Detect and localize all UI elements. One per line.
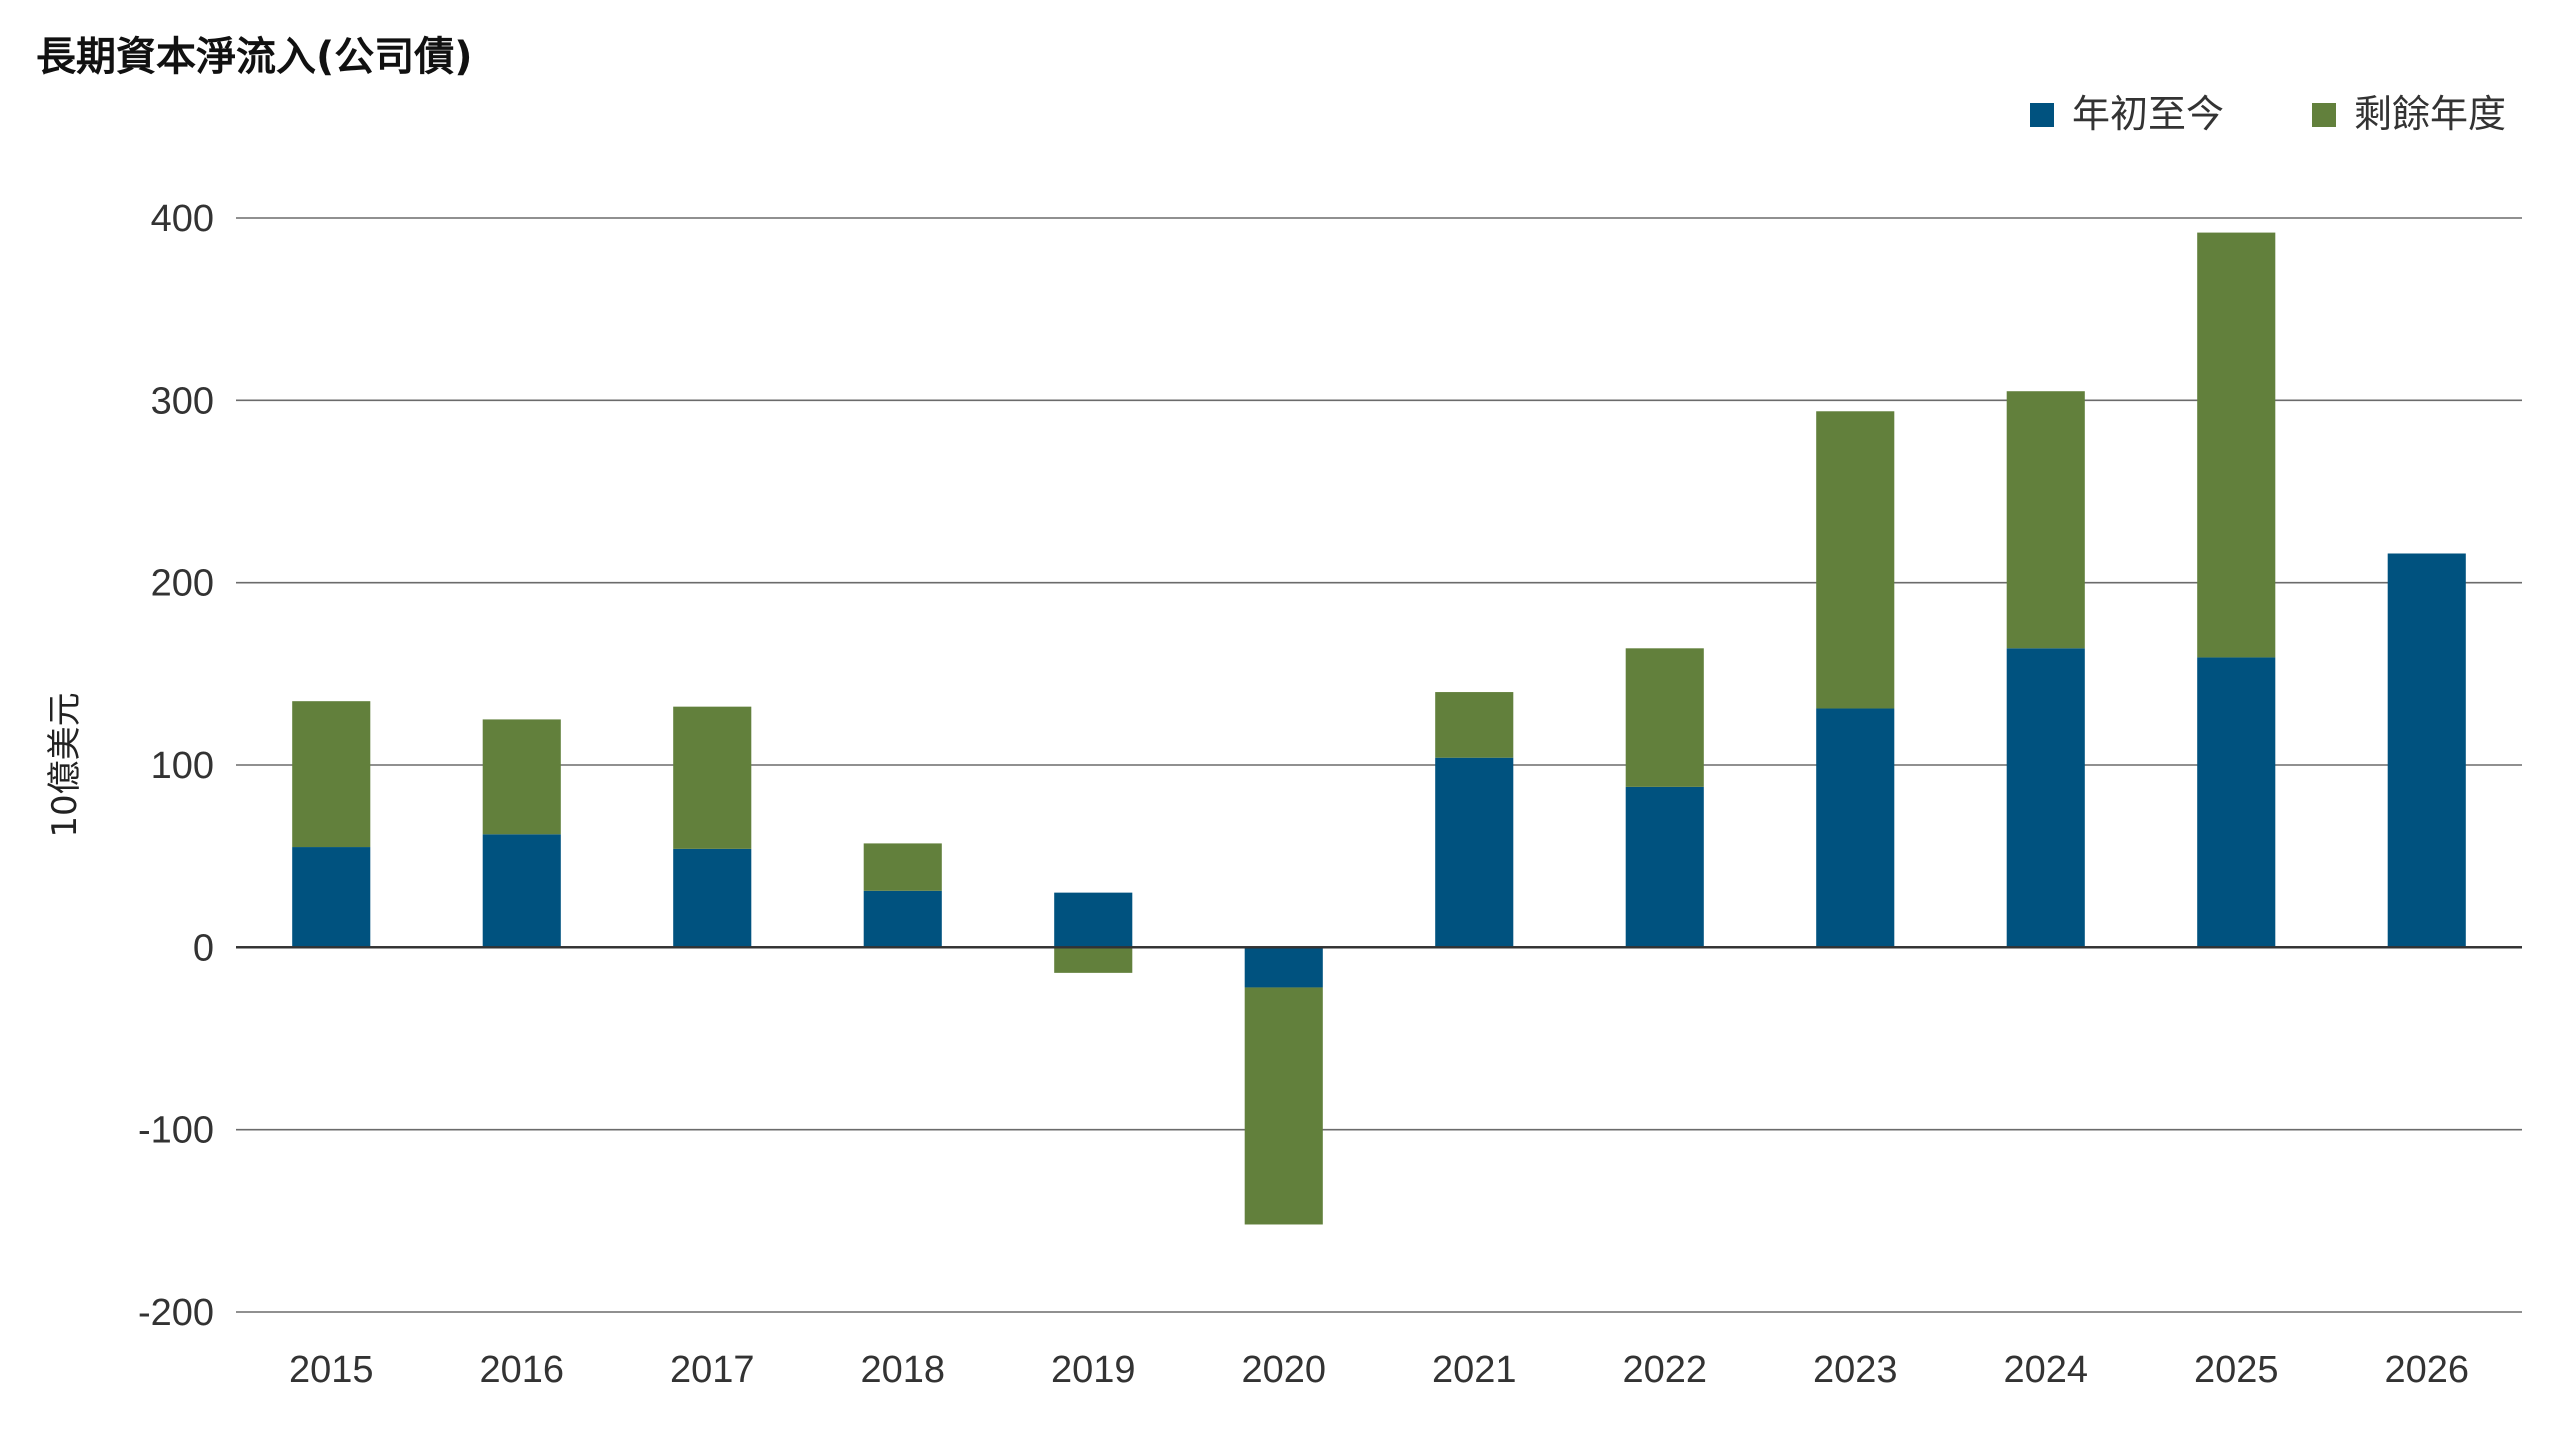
legend-swatch-series-2 — [2312, 103, 2336, 127]
x-tick-label: 2023 — [1813, 1349, 1898, 1391]
legend-label-series-2: 剩餘年度 — [2354, 92, 2506, 136]
x-tick-label: 2022 — [1622, 1349, 1707, 1391]
bar-2020-series-1 — [1244, 947, 1323, 988]
y-tick-label: -100 — [138, 1110, 214, 1152]
x-tick-label: 2021 — [1432, 1349, 1517, 1391]
bar-2019-series-2 — [1054, 947, 1133, 973]
bar-2023-series-1 — [1816, 708, 1895, 948]
x-tick-label: 2017 — [670, 1349, 755, 1391]
bar-2017-series-2 — [673, 706, 752, 849]
bar-2022-series-1 — [1625, 786, 1704, 948]
bars — [236, 232, 2522, 1225]
legend-swatch-series-1 — [2030, 103, 2054, 127]
y-tick-label: 100 — [151, 745, 214, 787]
legend: 年初至今 剩餘年度 — [2030, 92, 2506, 136]
y-axis-label: 10億美元 — [45, 692, 85, 837]
bar-2015-series-1 — [292, 847, 371, 948]
bar-2020-series-2 — [1244, 987, 1323, 1225]
bar-2024-series-1 — [2006, 648, 2085, 948]
x-tick-label: 2016 — [479, 1349, 564, 1391]
bar-2016-series-1 — [482, 834, 561, 948]
bar-2018-series-1 — [863, 890, 942, 948]
x-tick-label: 2025 — [2194, 1349, 2279, 1391]
x-tick-label: 2020 — [1241, 1349, 1326, 1391]
legend-label-series-1: 年初至今 — [2072, 92, 2224, 136]
y-tick-label: 0 — [193, 927, 214, 969]
bar-2026-series-1 — [2387, 553, 2466, 948]
bar-2016-series-2 — [482, 719, 561, 835]
x-axis-ticks: 2015 2016 2017 2018 2019 2020 2021 2022 2023 2024… — [289, 1349, 2469, 1391]
y-tick-label: 200 — [151, 563, 214, 605]
bar-2018-series-2 — [863, 843, 942, 891]
bar-2017-series-1 — [673, 848, 752, 948]
x-tick-label: 2015 — [289, 1349, 374, 1391]
gridlines — [236, 217, 2522, 1313]
bar-2021-series-2 — [1435, 692, 1514, 758]
bar-2025-series-2 — [2197, 232, 2276, 658]
x-tick-label: 2019 — [1051, 1349, 1136, 1391]
chart-title: 長期資本淨流入(公司債) — [36, 34, 473, 80]
bar-2019-series-1 — [1054, 892, 1133, 948]
y-tick-label: 400 — [151, 198, 214, 240]
bar-2024-series-2 — [2006, 391, 2085, 649]
bar-2021-series-1 — [1435, 757, 1514, 948]
bar-2025-series-1 — [2197, 657, 2276, 948]
y-tick-label: -200 — [138, 1292, 214, 1334]
bar-2015-series-2 — [292, 701, 371, 848]
x-tick-label: 2024 — [2003, 1349, 2088, 1391]
bar-2023-series-2 — [1816, 411, 1895, 709]
x-tick-label: 2018 — [860, 1349, 945, 1391]
y-tick-label: 300 — [151, 380, 214, 422]
x-tick-label: 2026 — [2384, 1349, 2469, 1391]
bar-2022-series-2 — [1625, 648, 1704, 787]
y-axis-ticks: 400 300 200 100 0 -100 -200 — [138, 198, 214, 1334]
